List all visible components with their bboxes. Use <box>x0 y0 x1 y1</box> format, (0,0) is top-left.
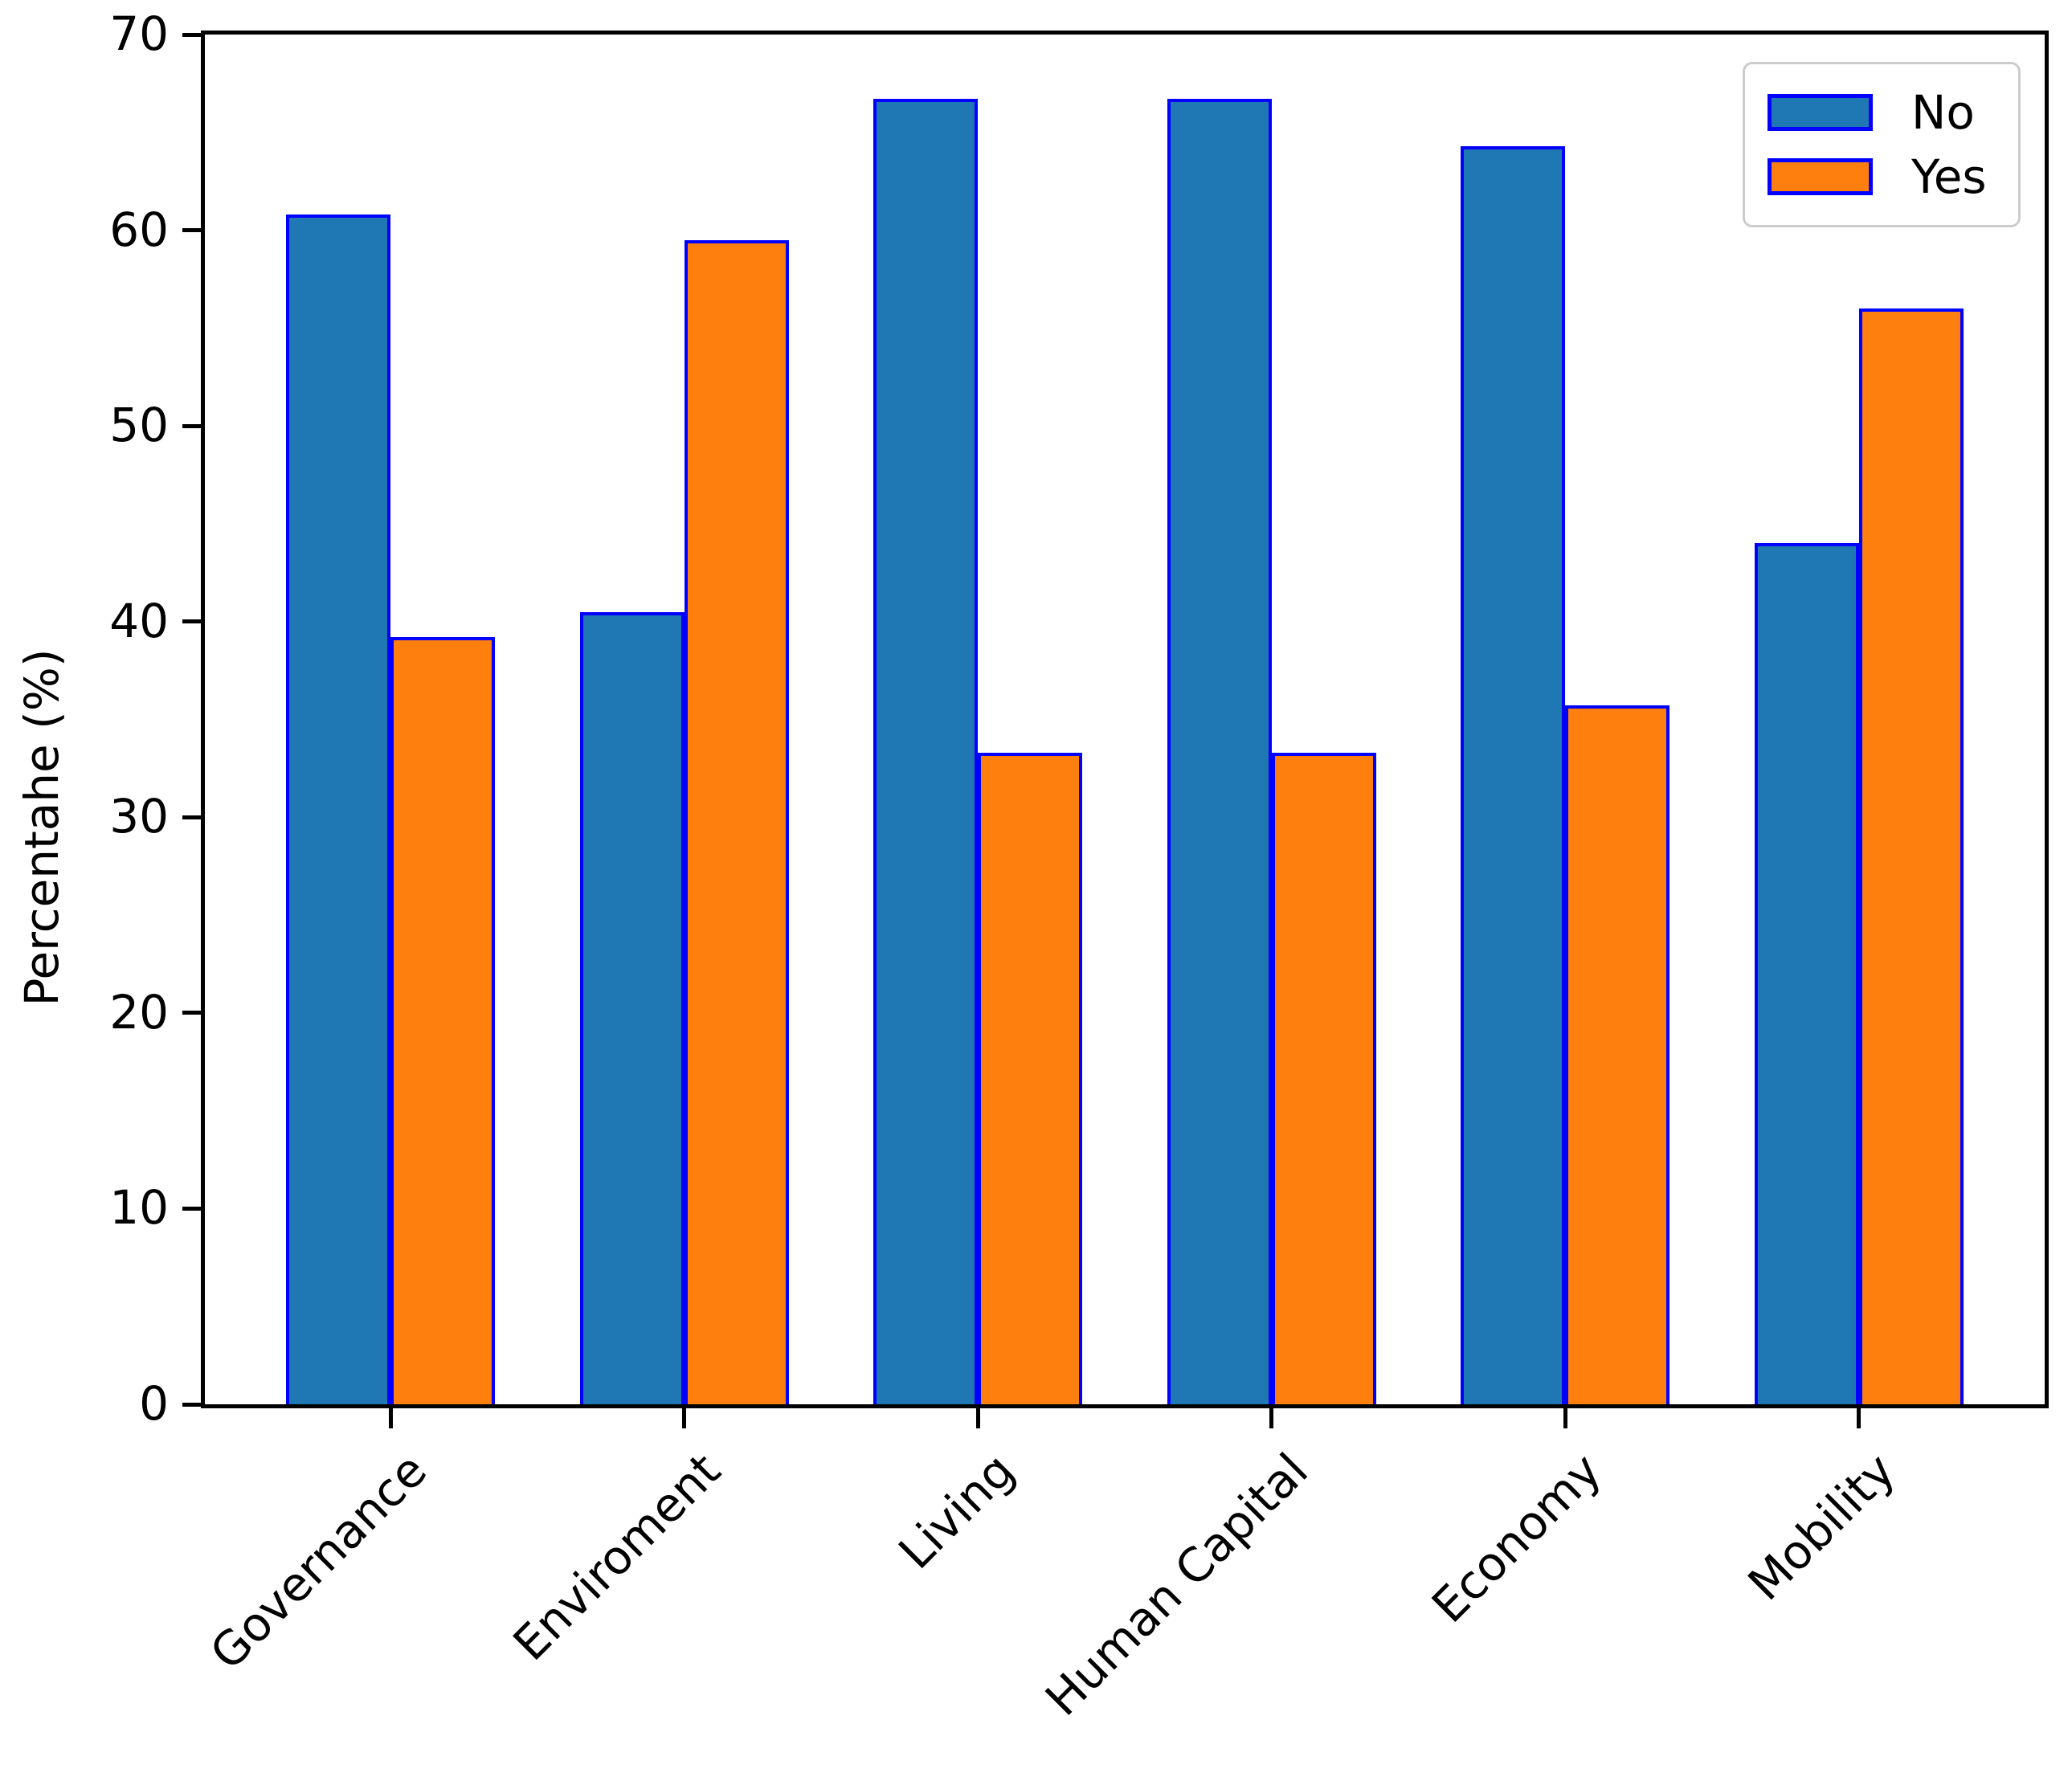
x-tick-mark <box>388 1408 393 1428</box>
bar-yes-enviroment <box>684 240 789 1408</box>
x-tick-mark <box>1857 1408 1862 1428</box>
y-tick-mark <box>182 1206 201 1211</box>
bar-no-governance <box>286 214 391 1408</box>
bar-yes-governance <box>390 637 496 1408</box>
bar-no-human-capital <box>1167 99 1272 1408</box>
legend-swatch-yes <box>1768 158 1873 196</box>
x-tick-mark <box>682 1408 687 1428</box>
y-tick-mark <box>182 1402 201 1407</box>
y-tick-label: 10 <box>109 1180 169 1236</box>
y-tick-label: 60 <box>109 202 169 257</box>
y-tick-label: 0 <box>139 1376 169 1431</box>
x-tick-label: Human Capital <box>1035 1443 1318 1726</box>
legend: No Yes <box>1743 62 2021 227</box>
x-tick-label: Living <box>888 1443 1025 1580</box>
x-tick-label: Enviroment <box>502 1443 731 1671</box>
y-tick-mark <box>182 32 201 37</box>
y-tick-label: 40 <box>109 593 169 648</box>
y-tick-mark <box>182 423 201 428</box>
y-tick-label: 70 <box>109 6 169 61</box>
y-tick-mark <box>182 1011 201 1015</box>
y-tick-mark <box>182 619 201 624</box>
y-tick-mark <box>182 815 201 819</box>
x-tick-mark <box>1269 1408 1274 1428</box>
bar-yes-living <box>978 753 1083 1408</box>
legend-item-yes: Yes <box>1768 153 2018 200</box>
legend-swatch-no <box>1768 93 1873 131</box>
x-tick-mark <box>1563 1408 1567 1428</box>
x-tick-mark <box>975 1408 980 1428</box>
y-tick-label: 50 <box>109 398 169 453</box>
bar-no-enviroment <box>579 612 685 1408</box>
bar-no-mobility <box>1754 543 1859 1408</box>
bar-no-economy <box>1461 146 1566 1408</box>
bar-no-living <box>873 99 979 1408</box>
x-tick-label: Economy <box>1421 1443 1612 1633</box>
bar-yes-economy <box>1565 705 1670 1408</box>
bar-yes-human-capital <box>1271 753 1376 1408</box>
legend-item-no: No <box>1768 89 2018 136</box>
bar-yes-mobility <box>1858 308 1964 1408</box>
y-tick-label: 30 <box>109 789 169 844</box>
y-tick-label: 20 <box>109 984 169 1040</box>
x-tick-label: Mobility <box>1737 1443 1906 1612</box>
y-tick-mark <box>182 228 201 233</box>
legend-label-yes: Yes <box>1911 149 1987 205</box>
x-tick-label: Governance <box>199 1443 438 1681</box>
legend-label-no: No <box>1911 84 1975 140</box>
